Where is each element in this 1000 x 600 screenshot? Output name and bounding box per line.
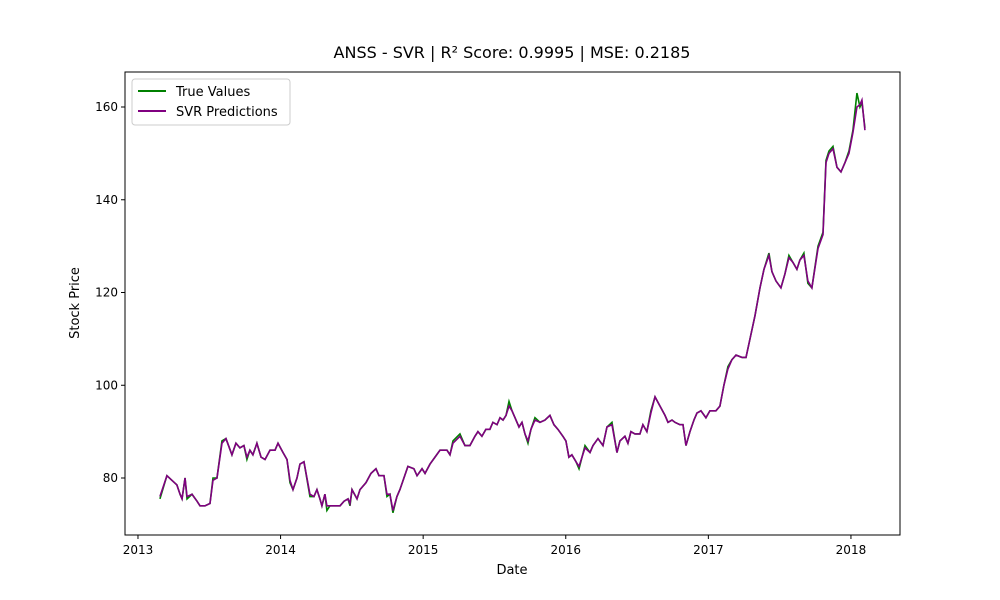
y-tick-label: 120 [95, 286, 118, 300]
y-tick-label: 100 [95, 378, 118, 392]
x-tick-label: 2013 [123, 543, 154, 557]
x-tick-label: 2015 [408, 543, 439, 557]
legend-box [131, 78, 291, 126]
chart-title: ANSS - SVR | R² Score: 0.9995 | MSE: 0.2… [334, 43, 691, 62]
y-tick-label: 160 [95, 100, 118, 114]
x-tick-label: 2018 [836, 543, 867, 557]
x-tick-label: 2016 [550, 543, 581, 557]
line-series [159, 92, 866, 513]
x-tick-label: 2017 [693, 543, 724, 557]
y-tick-label: 80 [103, 471, 118, 485]
y-tick-label: 140 [95, 193, 118, 207]
legend-label: True Values [175, 85, 250, 100]
line-series [159, 96, 866, 511]
plot-frame [124, 71, 901, 536]
x-tick-label: 2014 [265, 543, 296, 557]
y-axis-label: Stock Price [68, 267, 83, 339]
legend-label: SVR Predictions [176, 105, 278, 120]
x-axis-label: Date [496, 563, 527, 578]
